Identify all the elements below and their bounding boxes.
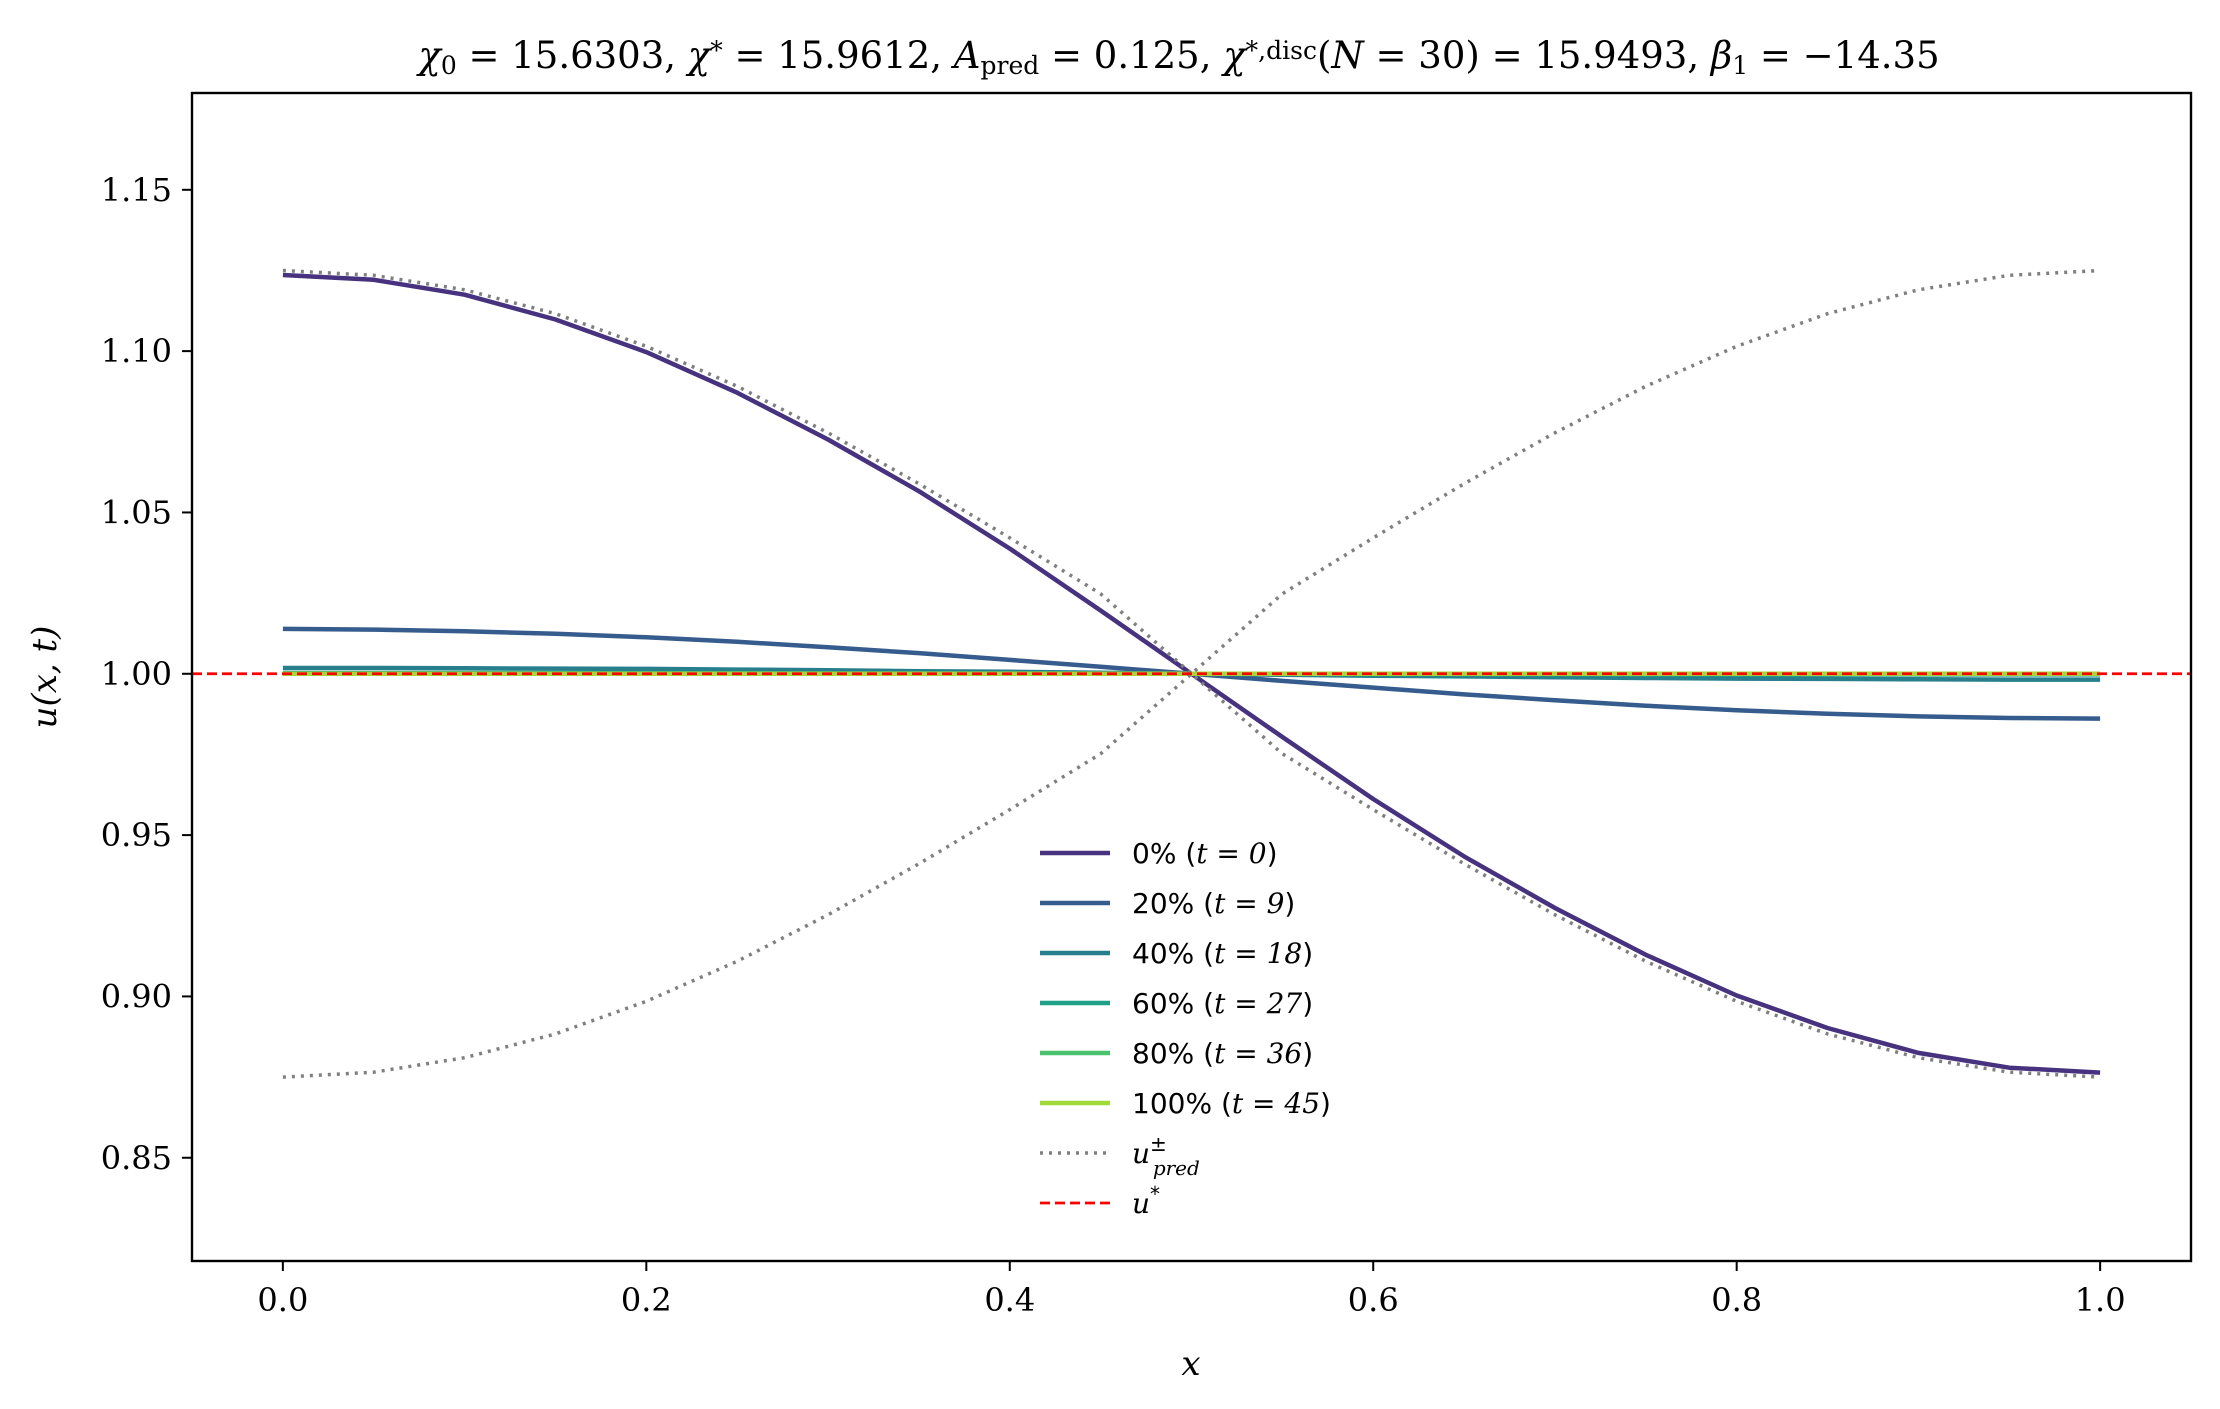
x-tick-label: 1.0 (2075, 1281, 2126, 1319)
legend-label: 100% (t = 45) (1132, 1087, 1331, 1120)
x-tick-label: 0.0 (257, 1281, 308, 1319)
x-tick-label: 0.6 (1348, 1281, 1399, 1319)
y-tick-label: 1.05 (101, 493, 172, 531)
axes-frame (190, 91, 2193, 1263)
x-axis-label: x (1181, 1344, 1200, 1384)
x-tick-label: 0.4 (984, 1281, 1035, 1319)
x-tick-label: 0.2 (621, 1281, 672, 1319)
y-tick-label: 1.10 (101, 332, 172, 370)
legend-label: 20% (t = 9) (1132, 887, 1295, 920)
x-axis: 0.0 0.2 0.4 0.6 0.8 1.0 (257, 1261, 2126, 1319)
x-tick-label: 0.8 (1711, 1281, 1762, 1319)
legend-label: 80% (t = 36) (1132, 1037, 1313, 1070)
plot-area (192, 268, 2191, 1079)
legend-label: 40% (t = 18) (1132, 937, 1313, 970)
legend-label: 0% (t = 0) (1132, 837, 1278, 870)
y-tick-label: 1.00 (101, 655, 172, 693)
y-tick-label: 0.95 (101, 816, 172, 854)
y-tick-label: 1.15 (101, 171, 172, 209)
y-axis-label: u(x, t) (25, 626, 65, 729)
legend: 0% (t = 0) 20% (t = 9) 40% (t = 18) 60% (t … (1040, 837, 1331, 1220)
legend-label: u* (1132, 1182, 1160, 1220)
chart-title: χ0 = 15.6303, χ* = 15.9612, Apred = 0.12… (415, 34, 1939, 80)
y-tick-label: 0.90 (101, 977, 172, 1015)
legend-label: u± pred (1132, 1132, 1200, 1180)
legend-label: 60% (t = 27) (1132, 987, 1313, 1020)
y-tick-label: 0.85 (101, 1139, 172, 1177)
y-axis: 0.85 0.90 0.95 1.00 1.05 1.10 1.15 (101, 171, 192, 1177)
